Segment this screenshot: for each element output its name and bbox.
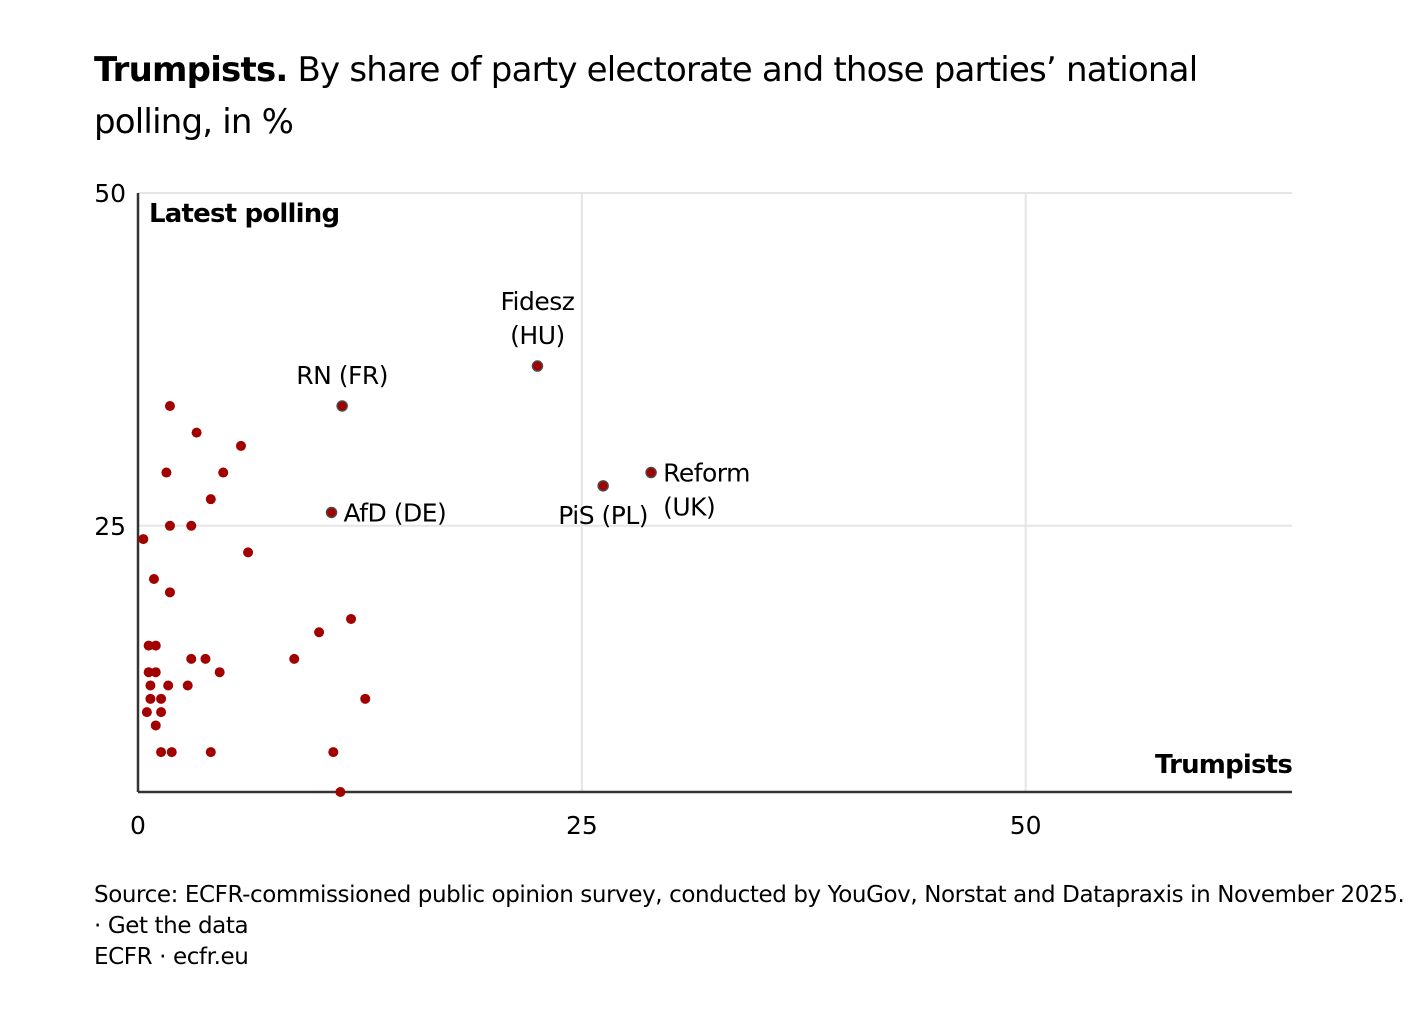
chart-title: Trumpists. By share of party electorate … bbox=[94, 44, 1294, 148]
y-tick-label: 50 bbox=[94, 179, 126, 208]
data-point bbox=[164, 587, 175, 598]
get-data-link[interactable]: Get the data bbox=[107, 913, 249, 939]
footer: Source: ECFR-commissioned public opinion… bbox=[94, 880, 1418, 973]
credit: ECFR bbox=[94, 944, 153, 970]
x-tick-label: 25 bbox=[566, 811, 598, 840]
data-point bbox=[150, 720, 161, 731]
x-axis-label: Trumpists bbox=[1155, 750, 1292, 780]
data-point-label: (UK) bbox=[663, 493, 715, 522]
data-point bbox=[314, 627, 325, 638]
y-axis-label: Latest polling bbox=[149, 199, 339, 229]
y-tick-label: 25 bbox=[94, 512, 126, 541]
data-point bbox=[214, 667, 225, 678]
tick-labels: 25 50 0 25 50 bbox=[94, 179, 1041, 840]
ecfr-link[interactable]: ecfr.eu bbox=[172, 944, 249, 970]
data-point-label: Fidesz bbox=[501, 287, 575, 316]
separator: · bbox=[94, 913, 108, 939]
data-point bbox=[156, 693, 167, 704]
data-point bbox=[156, 747, 167, 758]
grid-lines bbox=[138, 192, 1292, 792]
data-point bbox=[346, 613, 357, 624]
chart-title-rest: By share of party electorate and those p… bbox=[94, 50, 1198, 142]
labeled-data-point bbox=[336, 400, 348, 412]
labeled-data-point bbox=[325, 506, 338, 519]
data-point-label: AfD (DE) bbox=[344, 498, 447, 527]
data-point bbox=[335, 787, 346, 797]
labeled-data-point bbox=[531, 360, 544, 372]
data-point bbox=[191, 427, 202, 438]
data-point bbox=[156, 707, 167, 718]
data-point bbox=[200, 653, 211, 664]
data-point bbox=[150, 667, 161, 678]
data-point bbox=[161, 467, 172, 478]
data-point bbox=[182, 680, 193, 691]
x-tick-label: 0 bbox=[130, 811, 146, 840]
data-point bbox=[145, 693, 156, 704]
data-point bbox=[143, 640, 154, 651]
labeled-data-point bbox=[597, 480, 609, 492]
data-point-label: RN (FR) bbox=[296, 361, 388, 390]
data-point bbox=[145, 680, 156, 691]
data-point bbox=[235, 440, 246, 451]
source-text: Source: ECFR-commissioned public opinion… bbox=[94, 882, 1405, 908]
data-point bbox=[205, 494, 216, 505]
chart-title-bold: Trumpists. bbox=[94, 50, 288, 90]
data-point bbox=[166, 747, 177, 758]
data-point bbox=[186, 520, 197, 531]
data-point bbox=[243, 547, 254, 558]
data-point bbox=[360, 693, 371, 704]
data-point bbox=[289, 653, 300, 664]
data-points bbox=[138, 400, 371, 797]
data-point bbox=[205, 747, 216, 758]
data-point bbox=[186, 653, 197, 664]
data-point bbox=[138, 534, 149, 545]
separator: · bbox=[152, 944, 173, 970]
data-point bbox=[143, 667, 154, 678]
x-tick-label: 50 bbox=[1010, 811, 1042, 840]
data-point bbox=[218, 467, 229, 478]
data-point bbox=[141, 707, 152, 718]
labeled-data-point bbox=[645, 466, 657, 479]
labeled-points: RN (FR) Fidesz (HU) AfD (DE) PiS (PL) Reform (… bbox=[296, 287, 750, 530]
data-point-label: PiS (PL) bbox=[558, 501, 648, 530]
data-point bbox=[148, 574, 159, 585]
data-point bbox=[164, 400, 175, 411]
data-point-label: Reform bbox=[663, 459, 750, 488]
data-point bbox=[163, 680, 174, 691]
data-point bbox=[164, 520, 175, 531]
data-point-label: (HU) bbox=[510, 321, 565, 350]
axes bbox=[136, 193, 1292, 794]
data-point bbox=[150, 640, 161, 651]
data-point bbox=[328, 747, 339, 758]
